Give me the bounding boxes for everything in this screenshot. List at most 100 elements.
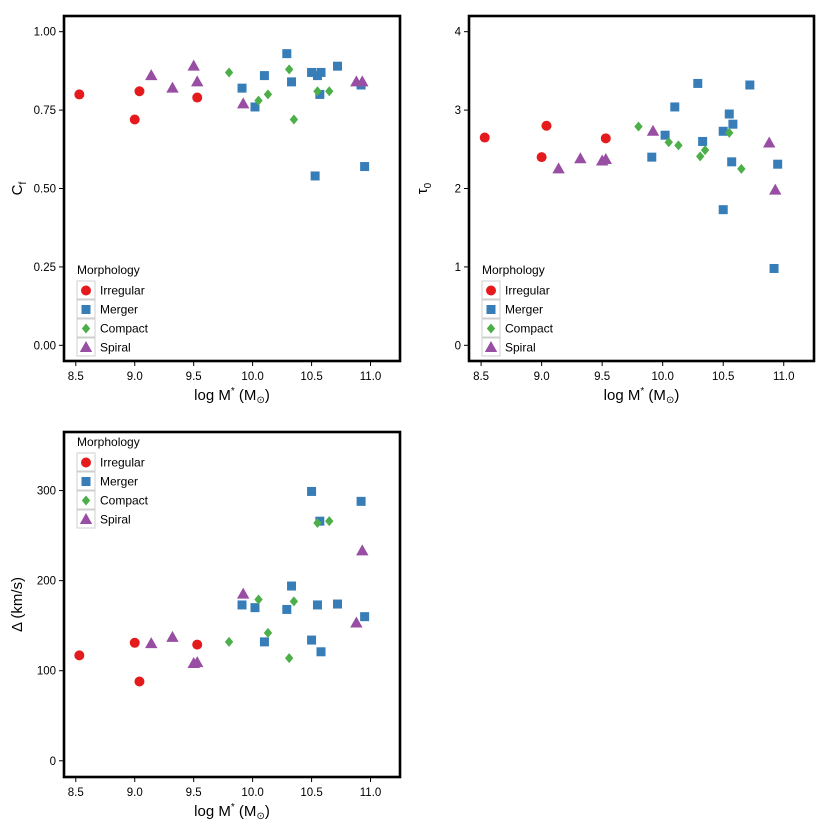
data-point-merger (315, 89, 325, 99)
data-point-compact (284, 653, 294, 664)
x-tick-label: 9.5 (186, 787, 202, 799)
data-point-compact (725, 127, 734, 138)
legend-title: Morphology (77, 435, 140, 449)
legend-marker-spiral (484, 341, 498, 352)
plot-frame (467, 14, 816, 363)
data-point-irregular (600, 133, 611, 144)
data-point-merger (356, 496, 366, 506)
legend-title: Morphology (482, 263, 545, 277)
data-point-spiral (237, 97, 250, 109)
y-tick-label: 4 (455, 27, 462, 39)
legend-marker-compact (81, 323, 91, 334)
data-point-compact (634, 121, 643, 132)
legend-label-spiral: Spiral (505, 341, 536, 355)
data-point-spiral (552, 162, 565, 174)
data-point-irregular (134, 676, 145, 687)
panel-cf-vs-mass: 8.5 9.0 9.5 10.0 10.5 11.0 0.00 0.25 0.50 0.75 1.0… (9, 14, 402, 406)
data-point-merger (718, 205, 728, 215)
data-point-merger (769, 263, 779, 273)
y-tick-label: 0.25 (34, 262, 56, 274)
x-tick-label: 10.0 (241, 787, 263, 799)
data-point-merger (250, 603, 260, 613)
legend-label-merger: Merger (100, 303, 138, 317)
x-tick-label: 10.0 (241, 371, 263, 383)
data-point-irregular (536, 152, 547, 163)
data-point-merger (660, 130, 670, 140)
y-tick-label: 0 (455, 340, 461, 352)
data-point-spiral (166, 81, 179, 93)
data-point-compact (313, 86, 322, 97)
data-point-merger (647, 152, 657, 162)
data-point-irregular (134, 86, 145, 97)
data-point-spiral (350, 616, 363, 628)
data-point-compact (700, 145, 710, 156)
x-axis-label: log M* (M⊙) (194, 802, 270, 822)
data-point-irregular (541, 120, 552, 131)
data-point-irregular (74, 89, 85, 100)
data-point-merger (282, 49, 292, 59)
data-point-merger (237, 83, 247, 93)
data-point-spiral (145, 637, 158, 649)
legend-label-merger: Merger (505, 303, 543, 317)
y-tick-label: 100 (37, 666, 56, 678)
x-tick-label: 8.5 (473, 371, 489, 383)
data-point-merger (237, 600, 247, 610)
data-point-compact (696, 151, 705, 162)
legend-label-irregular: Irregular (100, 456, 145, 470)
x-tick-label: 9.5 (594, 371, 610, 383)
data-point-merger (310, 171, 320, 181)
data-point-merger (360, 612, 370, 622)
data-point-compact (263, 89, 273, 100)
data-point-spiral (191, 75, 204, 87)
legend-label-spiral: Spiral (100, 341, 131, 355)
data-point-spiral (574, 152, 587, 164)
y-tick-label: 0.00 (34, 340, 56, 352)
data-point-spiral (599, 152, 612, 164)
panel-tau-vs-mass: 8.5 9.0 9.5 10.0 10.5 11.0 0 1 2 3 4 log M* (M⊙) τ0 M… (414, 14, 816, 406)
data-point-spiral (237, 587, 250, 599)
data-point-spiral (763, 136, 776, 148)
data-point-merger (333, 599, 343, 609)
legend-marker-spiral (79, 513, 93, 524)
legend-label-spiral: Spiral (100, 513, 131, 527)
legend-label-compact: Compact (100, 322, 149, 336)
data-point-merger (724, 109, 734, 119)
y-tick-label: 0.50 (34, 184, 56, 196)
data-point-merger (773, 159, 783, 169)
data-point-compact (325, 516, 334, 527)
x-tick-label: 11.0 (773, 371, 795, 383)
data-point-spiral (187, 59, 200, 71)
data-point-compact (674, 140, 683, 151)
legend-marker-spiral (79, 341, 93, 352)
data-point-merger (728, 119, 738, 129)
x-tick-label: 10.5 (300, 371, 322, 383)
legend-label-irregular: Irregular (100, 284, 145, 298)
data-point-merger (693, 78, 703, 88)
data-point-compact (254, 95, 263, 106)
x-tick-label: 8.5 (68, 371, 84, 383)
data-point-merger (718, 126, 728, 136)
x-axis-label: log M* (M⊙) (194, 386, 270, 406)
x-tick-label: 11.0 (360, 371, 382, 383)
legend: Morphology Irregular Merger Compact Spiral (76, 435, 149, 529)
legend: Morphology Irregular Merger Compact Spiral (76, 263, 149, 357)
data-point-compact (289, 596, 299, 607)
x-tick-label: 10.5 (300, 787, 322, 799)
y-tick-label: 300 (37, 486, 56, 498)
data-point-spiral (145, 69, 158, 81)
data-point-merger (727, 157, 737, 167)
legend-label-compact: Compact (100, 494, 149, 508)
data-point-irregular (74, 650, 85, 661)
data-point-merger (745, 80, 755, 90)
y-tick-label: 0.75 (34, 105, 56, 117)
x-tick-label: 9.0 (534, 371, 550, 383)
plot-frame (62, 430, 402, 779)
data-point-merger (259, 71, 269, 81)
legend-marker-merger (81, 305, 91, 314)
y-axis-label: Δ (km/s) (9, 577, 26, 632)
data-point-compact (224, 67, 234, 78)
data-point-merger (312, 600, 322, 610)
data-point-irregular (479, 132, 490, 143)
data-point-irregular (192, 92, 203, 103)
